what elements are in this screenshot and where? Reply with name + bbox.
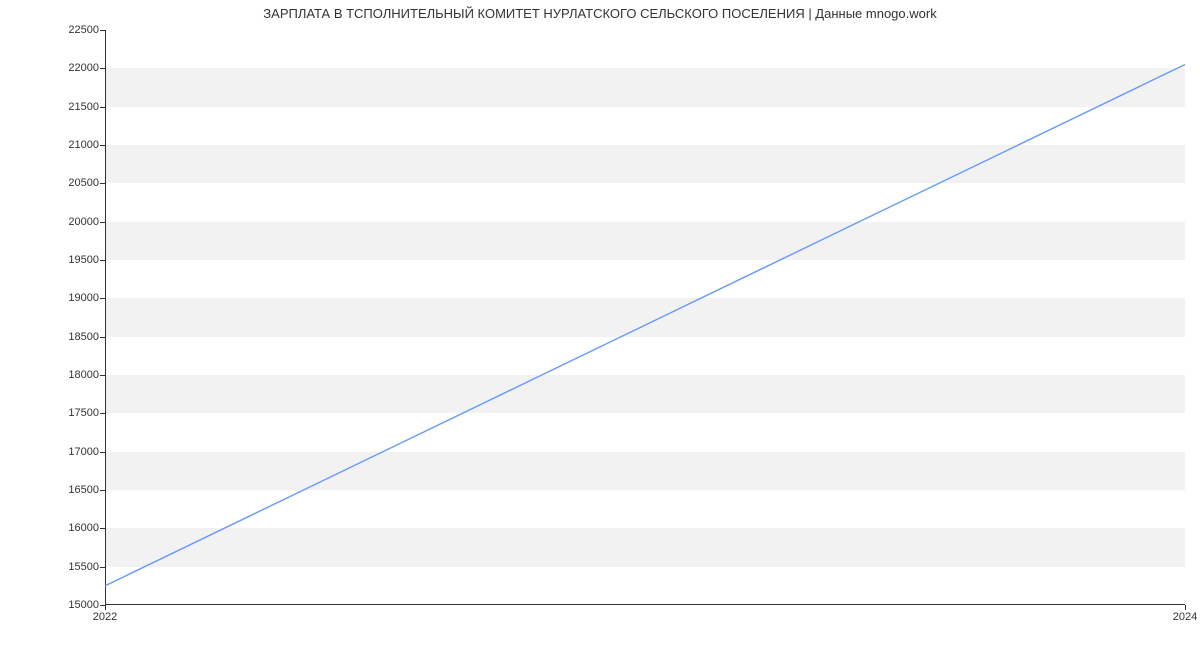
y-tick-label: 16500 <box>68 484 99 496</box>
y-tick-label: 21500 <box>68 101 99 113</box>
chart-title: ЗАРПЛАТА В ТСПОЛНИТЕЛЬНЫЙ КОМИТЕТ НУРЛАТ… <box>0 6 1200 21</box>
y-tick-label: 17000 <box>68 446 99 458</box>
plot-area: 1500015500160001650017000175001800018500… <box>105 30 1185 605</box>
y-tick-label: 20500 <box>68 177 99 189</box>
y-tick-label: 19500 <box>68 254 99 266</box>
y-tick-label: 19000 <box>68 292 99 304</box>
y-tick-label: 21000 <box>68 139 99 151</box>
x-tick-mark <box>1185 605 1186 610</box>
y-tick-label: 20000 <box>68 216 99 228</box>
y-tick-label: 15000 <box>68 599 99 611</box>
x-tick-label: 2024 <box>1173 611 1197 623</box>
y-tick-label: 15500 <box>68 561 99 573</box>
data-series-line <box>105 30 1185 605</box>
y-tick-label: 18000 <box>68 369 99 381</box>
x-tick-label: 2022 <box>93 611 117 623</box>
y-tick-label: 22500 <box>68 24 99 36</box>
y-tick-label: 22000 <box>68 62 99 74</box>
y-tick-label: 17500 <box>68 407 99 419</box>
y-tick-label: 18500 <box>68 331 99 343</box>
salary-line-chart: ЗАРПЛАТА В ТСПОЛНИТЕЛЬНЫЙ КОМИТЕТ НУРЛАТ… <box>0 0 1200 650</box>
x-tick-mark <box>105 605 106 610</box>
y-tick-label: 16000 <box>68 522 99 534</box>
